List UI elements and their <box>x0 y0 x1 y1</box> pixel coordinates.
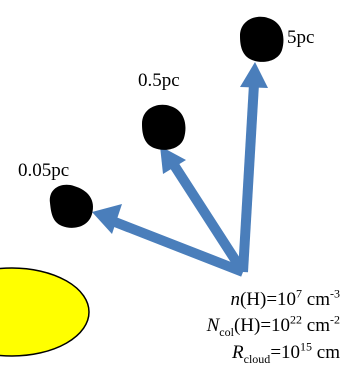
arrow <box>243 84 254 272</box>
exponent: -2 <box>330 313 340 327</box>
distance-label: 0.5pc <box>138 70 180 92</box>
text: (H)=10 <box>240 289 296 310</box>
cloud <box>142 105 185 150</box>
subscript: cloud <box>244 352 271 366</box>
symbol: n <box>230 289 240 310</box>
arrows <box>92 62 268 272</box>
exponent: 22 <box>290 313 302 327</box>
subscript: col <box>219 325 234 339</box>
text: =10 <box>270 342 300 363</box>
arrow-head <box>240 62 268 88</box>
exponent: -3 <box>330 287 340 301</box>
text: cm <box>302 315 330 336</box>
cloud <box>240 17 283 62</box>
star-disk <box>0 268 89 356</box>
text: (H)=10 <box>234 315 290 336</box>
text: cm <box>312 342 340 363</box>
exponent: 15 <box>300 340 312 354</box>
condition: n(H)=107 cm-3 <box>230 290 340 309</box>
distance-label: 0.05pc <box>18 160 69 182</box>
symbol: R <box>232 342 244 363</box>
cloud <box>50 185 93 228</box>
distance-label: 5pc <box>287 27 314 49</box>
diagram: 0.05pc 0.5pc 5pc n(H)=107 cm-3 Ncol(H)=1… <box>0 0 348 383</box>
condition: Rcloud=1015 cm <box>232 343 340 362</box>
symbol: N <box>207 315 220 336</box>
text: cm <box>302 289 330 310</box>
condition: Ncol(H)=1022 cm-2 <box>207 316 340 335</box>
